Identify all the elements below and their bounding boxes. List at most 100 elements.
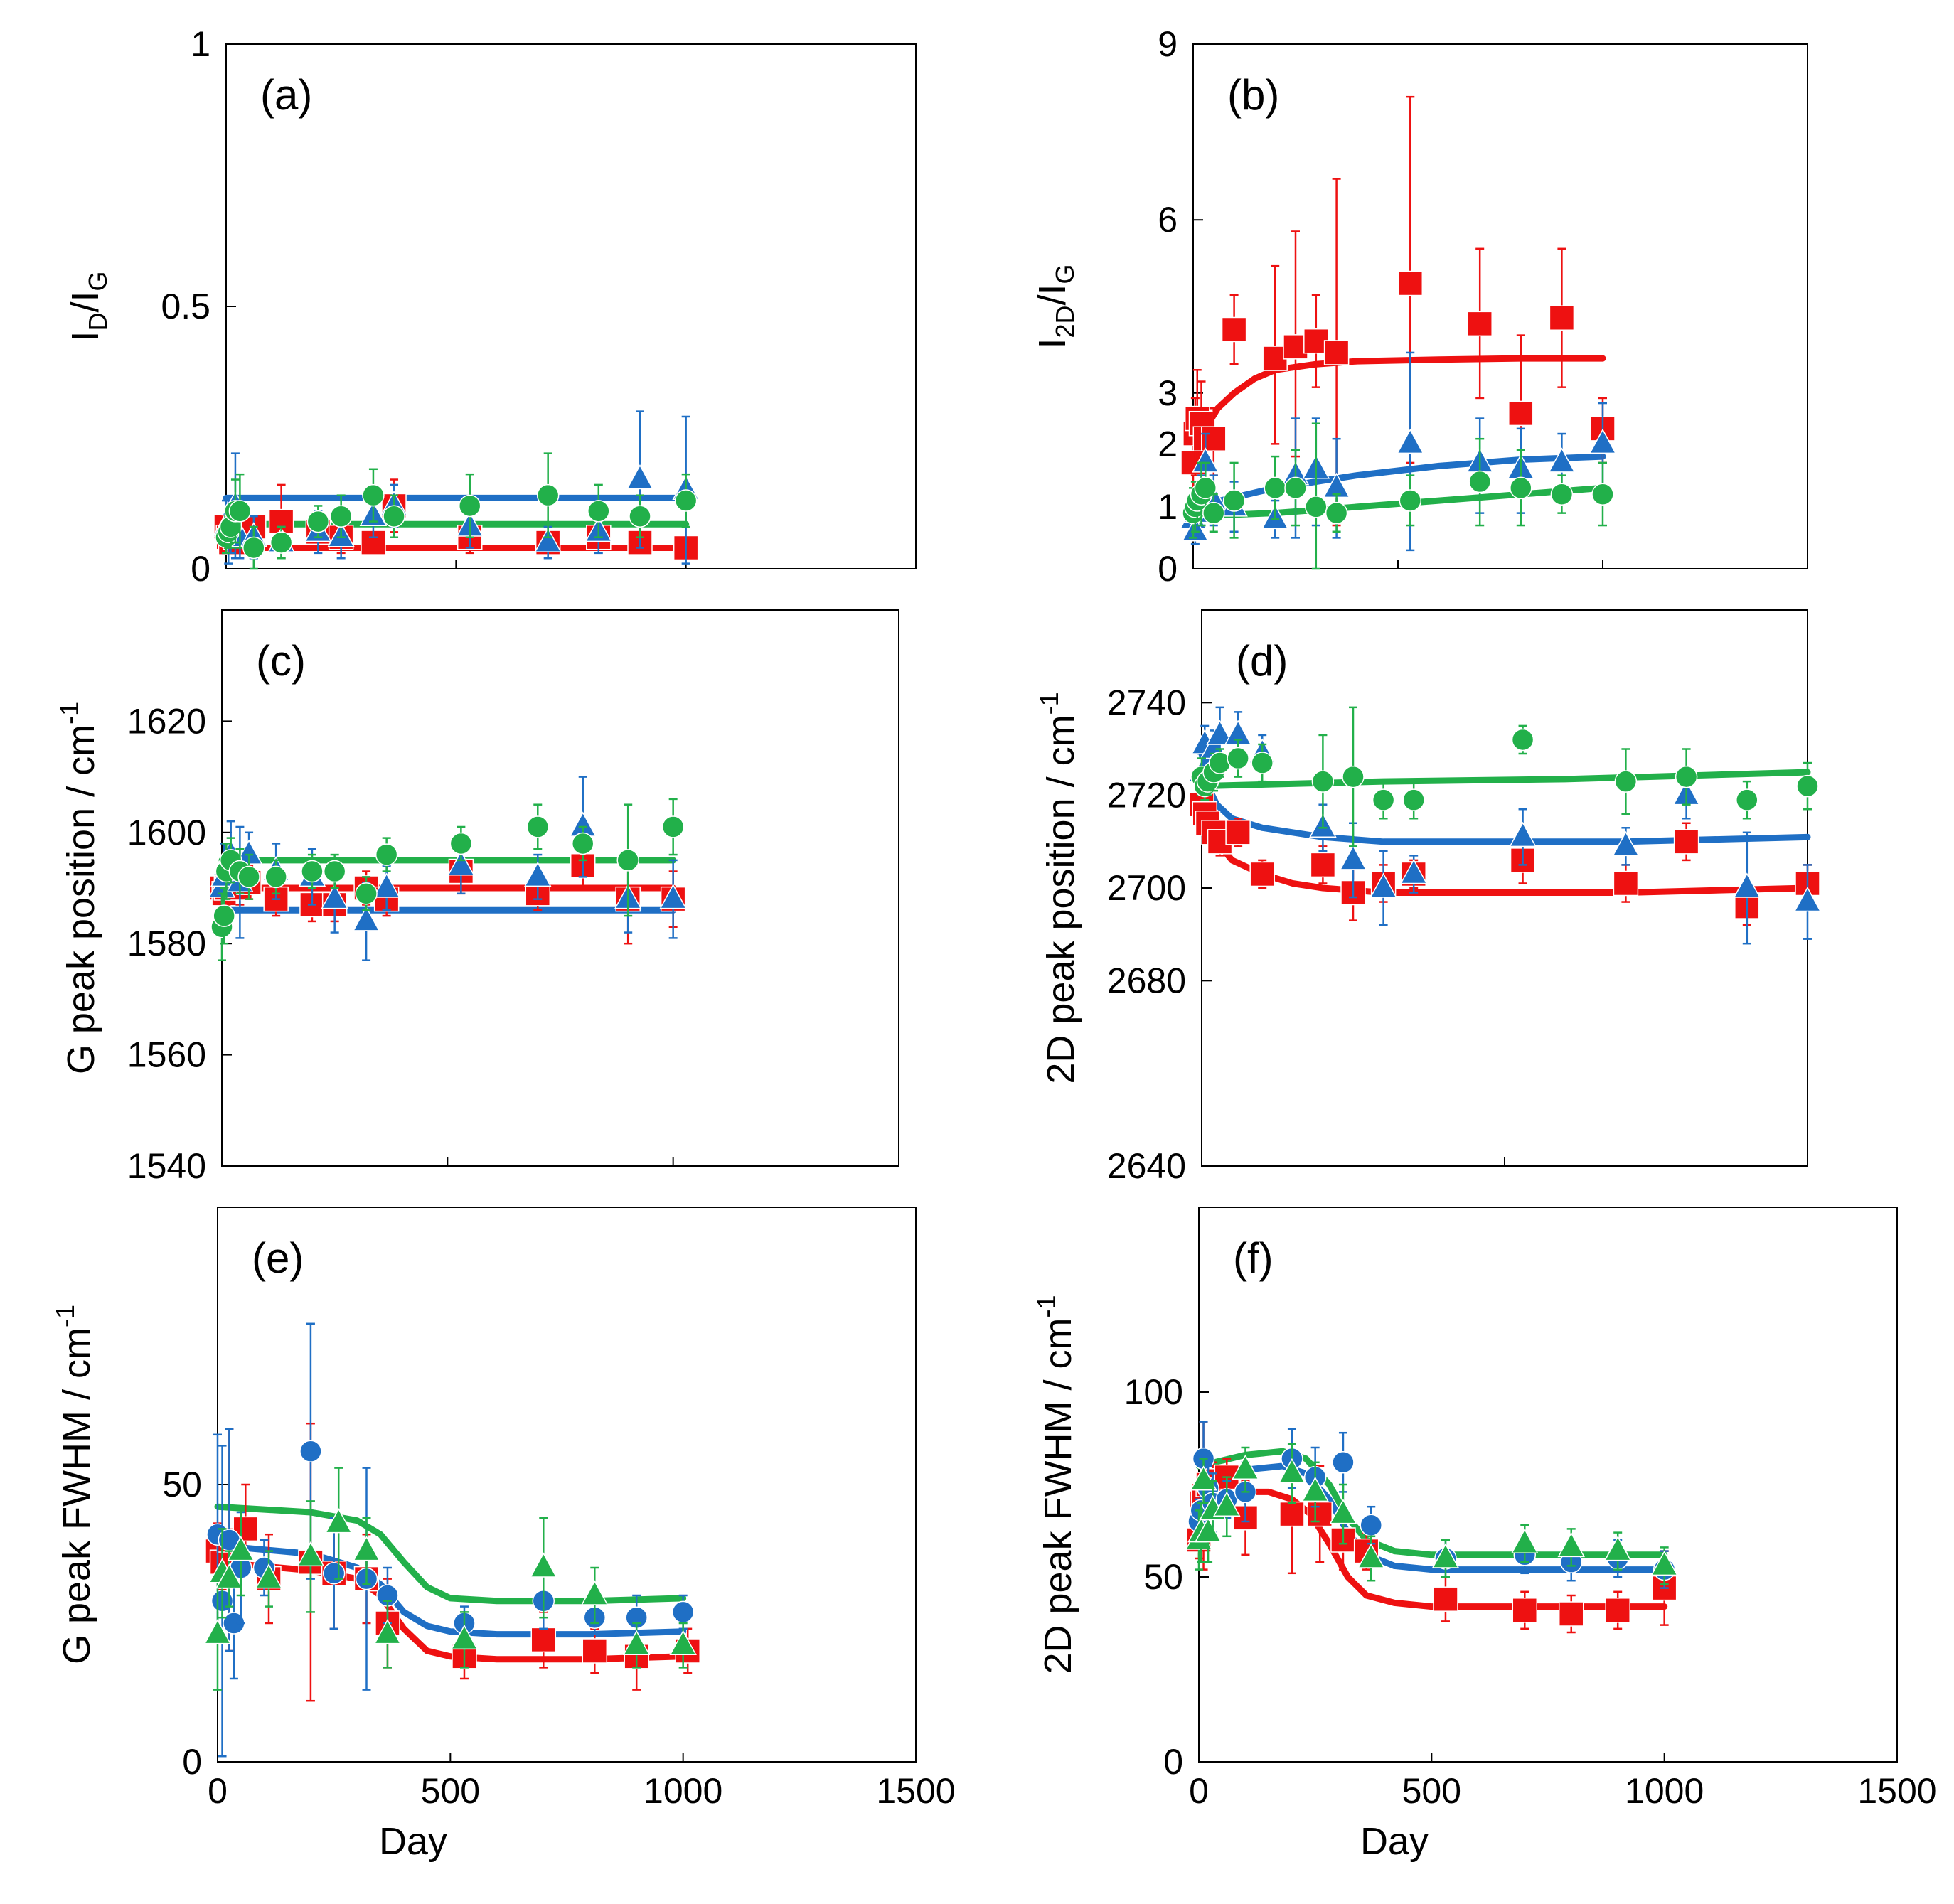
- data-point-green: [1325, 501, 1348, 525]
- data-point-green: [1329, 1499, 1357, 1524]
- data-point-red: [1307, 1501, 1333, 1527]
- data-point-green: [1511, 728, 1534, 752]
- panel-c: 1540 1560 1580 1600 1620 (c) G peak position /…: [55, 609, 899, 1186]
- data-point-blue: [1399, 858, 1428, 884]
- data-point-green: [571, 832, 594, 855]
- data-point-green: [629, 505, 651, 528]
- data-point-blue: [1612, 830, 1640, 857]
- data-point-green: [203, 1619, 232, 1644]
- data-point-red: [1225, 820, 1251, 845]
- data-point-green: [581, 1580, 609, 1605]
- data-point-blue: [626, 464, 654, 490]
- fit-line-red: [214, 1558, 687, 1663]
- data-point-green: [661, 815, 685, 838]
- y-tick-label: 0: [182, 1742, 202, 1782]
- y-axis-label: ID/IG: [64, 271, 112, 341]
- panel-a: 0 0.5 1 (a) ID/IG: [64, 24, 917, 589]
- y-tick-label: 1540: [127, 1146, 206, 1186]
- data-point-blue: [1206, 720, 1234, 745]
- data-point-green: [1232, 1454, 1259, 1480]
- x-tick-label: 0: [208, 1771, 228, 1811]
- data-point-green: [1468, 470, 1491, 493]
- y-tick-label: 50: [1143, 1557, 1183, 1597]
- data-point-green: [1796, 774, 1819, 798]
- y-axis-label: 2D peak position / cm-1: [1035, 692, 1082, 1084]
- data-point-green: [1342, 765, 1365, 788]
- data-point-green: [1372, 788, 1395, 811]
- data-point-green: [213, 904, 235, 927]
- y-tick-label: 0: [191, 549, 210, 589]
- data-point-blue: [1339, 845, 1367, 870]
- x-tick-label: 500: [1402, 1771, 1461, 1811]
- data-point-red: [530, 1627, 557, 1653]
- data-point-green: [1650, 1550, 1678, 1576]
- y-tick-label: 6: [1158, 200, 1178, 240]
- data-point-blue: [1332, 1451, 1355, 1474]
- x-tick-label: 1500: [1857, 1771, 1936, 1811]
- x-axis-label: Day: [1360, 1820, 1429, 1863]
- data-point-green: [1550, 483, 1574, 506]
- data-point-red: [1673, 829, 1699, 855]
- data-point-red: [1249, 861, 1275, 887]
- data-point-green: [1510, 476, 1532, 500]
- fit-line-blue: [1198, 750, 1811, 845]
- data-point-green: [1278, 1458, 1306, 1484]
- data-point-green: [1402, 788, 1425, 811]
- fit-line-blue: [1190, 453, 1606, 510]
- data-point-blue: [321, 884, 348, 909]
- data-point-red: [1605, 1598, 1630, 1623]
- data-point-green: [324, 1508, 353, 1534]
- y-tick-label: 1580: [127, 924, 206, 963]
- data-point-green: [1227, 747, 1249, 770]
- panel-label: (b): [1227, 71, 1279, 119]
- data-point-blue: [1793, 886, 1822, 912]
- data-point-green: [1251, 752, 1274, 774]
- data-point-red: [361, 530, 386, 555]
- data-point-green: [329, 505, 353, 528]
- x-tick-label: 0: [1189, 1771, 1209, 1811]
- data-point-blue: [373, 872, 400, 898]
- data-point-red: [1613, 870, 1639, 897]
- data-point-green: [323, 860, 346, 883]
- data-point-green: [622, 1630, 651, 1655]
- data-point-green: [530, 1552, 557, 1578]
- x-tick-label: 1500: [876, 1771, 955, 1811]
- data-point-blue: [1370, 872, 1397, 898]
- data-point-green: [669, 1630, 697, 1655]
- y-tick-label: 0.5: [161, 287, 210, 326]
- data-point-green: [1603, 1536, 1632, 1561]
- data-point-green: [362, 483, 385, 507]
- panel-label: (c): [256, 637, 306, 685]
- data-point-green: [1557, 1531, 1585, 1558]
- data-point-green: [1194, 476, 1217, 500]
- x-tick-label: 500: [421, 1771, 480, 1811]
- panel-label: (f): [1233, 1234, 1274, 1282]
- x-tick-label: 1000: [644, 1771, 722, 1811]
- y-tick-label: 1: [191, 24, 210, 64]
- y-tick-label: 2640: [1107, 1146, 1186, 1186]
- data-point-blue: [1360, 1514, 1382, 1536]
- data-point-green: [373, 1619, 402, 1644]
- data-point-green: [1305, 496, 1328, 518]
- data-point-green: [1357, 1543, 1385, 1568]
- data-point-blue: [322, 1562, 346, 1585]
- data-point-green: [306, 510, 330, 533]
- y-tick-label: 2740: [1107, 683, 1186, 722]
- data-point-green: [255, 1563, 283, 1589]
- y-axis-label: I2D/IG: [1031, 264, 1079, 348]
- data-point-red: [1310, 852, 1336, 878]
- fit-line-green: [1198, 769, 1811, 790]
- fit-line-red: [1195, 1488, 1668, 1610]
- data-point-red: [1512, 1598, 1538, 1623]
- data-point-blue: [534, 527, 562, 552]
- x-tick-label: 1000: [1625, 1771, 1704, 1811]
- data-point-blue: [1589, 428, 1617, 454]
- data-point-green: [1284, 476, 1307, 500]
- data-point-green: [616, 849, 639, 872]
- y-tick-label: 50: [162, 1465, 202, 1504]
- data-point-green: [1511, 1528, 1539, 1553]
- plot-frame: [1198, 1207, 1898, 1763]
- data-point-green: [353, 1536, 380, 1561]
- data-point-red: [1323, 340, 1350, 365]
